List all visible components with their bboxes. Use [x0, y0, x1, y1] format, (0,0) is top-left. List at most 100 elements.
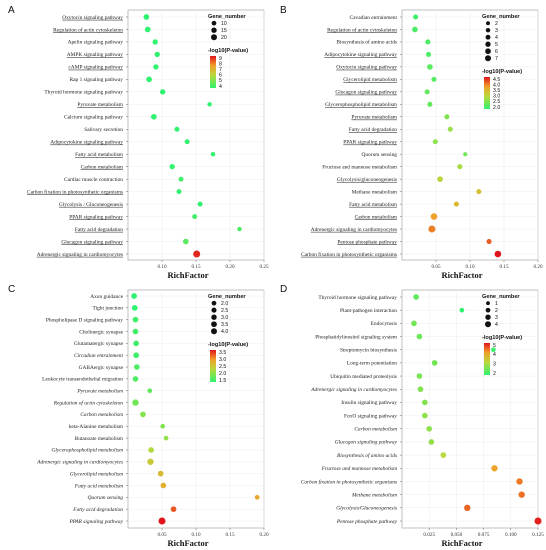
data-point: [491, 465, 498, 472]
legend-size-title: Gene_number: [208, 14, 246, 20]
legend-size-marker: [485, 48, 491, 55]
legend-size-value: 3: [495, 28, 498, 34]
legend-size-marker: [211, 328, 217, 335]
x-tick-label: 0.125: [532, 532, 544, 538]
data-point: [158, 517, 166, 525]
data-point: [160, 482, 167, 489]
legend-size-value: 10: [221, 21, 227, 27]
x-tick-label: 0.15: [499, 264, 508, 270]
data-point: [133, 352, 139, 359]
legend: Gene_number234567-log10(P-value)4.54.03.…: [482, 14, 522, 111]
data-point: [416, 373, 423, 379]
x-tick-label: 0.20: [533, 264, 542, 270]
category-label: GABAergic synapse: [79, 365, 124, 371]
legend-color-tick: 4: [493, 352, 496, 358]
legend-size-marker: [211, 20, 217, 26]
legend-size-marker: [485, 55, 491, 62]
data-point: [518, 491, 525, 498]
panel-a: A 0.10 0.15 0.20 0.25 RichFactor Oxytocin sign…: [8, 5, 269, 280]
data-point: [476, 189, 482, 195]
legend-color-tick: 7: [219, 67, 222, 73]
data-point: [160, 423, 166, 429]
data-point: [440, 452, 447, 458]
category-label: PPAR signaling pathway: [68, 519, 123, 525]
category-label: Tight junction: [92, 306, 123, 312]
data-point: [143, 14, 150, 20]
category-label: Circadian entrainment: [74, 353, 124, 359]
data-point: [463, 152, 468, 157]
legend-size-title: Gene_number: [482, 14, 520, 20]
category-label: Fatty acid metabolism: [75, 152, 124, 158]
legend-color-tick: 1.5: [219, 378, 226, 384]
legend-size-marker: [485, 321, 491, 328]
data-point: [424, 89, 430, 95]
legend-size-value: 1: [495, 301, 498, 307]
legend-color-tick: 2.0: [219, 371, 226, 377]
category-label: Fatty acid degradation: [72, 507, 123, 513]
legend-color-bar: [484, 343, 490, 375]
data-point: [416, 333, 423, 340]
data-point: [151, 113, 157, 120]
category-label: Endocytosis: [371, 321, 397, 327]
panel-c: C 0.05 0.10 0.15 0.20 RichFactor Axon guidance…: [8, 284, 269, 548]
category-label: Adrenergic signaling in cardiomyocytes: [37, 252, 123, 258]
category-label: Rap 1 signaling pathway: [70, 77, 124, 83]
data-point: [174, 126, 180, 132]
data-point: [447, 126, 453, 132]
legend-color-title: -log10(P-value): [208, 48, 248, 54]
data-point: [491, 347, 496, 353]
x-axis-title: RichFactor: [167, 538, 208, 548]
legend-size-marker: [486, 21, 490, 26]
legend-size-marker: [485, 34, 491, 40]
data-point: [431, 360, 438, 366]
data-point: [427, 64, 433, 70]
legend-color-tick: 4.5: [493, 77, 500, 83]
category-label: Phospholipase D signaling pathway: [46, 317, 123, 323]
category-label: Quorum sensing: [88, 495, 124, 501]
category-label: Fatty acid metabolism: [349, 202, 398, 208]
data-point: [422, 399, 428, 406]
category-label: Glycerophospholipid metabolism: [51, 448, 123, 454]
x-tick-label: 0.15: [191, 264, 200, 270]
legend-color-tick: 4.0: [493, 82, 500, 88]
plot-area: 0.10 0.15 0.20 0.25: [127, 9, 269, 270]
plot-area: 0.05 0.10 0.15 0.20: [127, 289, 269, 538]
legend-color-tick: 3: [493, 361, 496, 367]
legend-size-value: 4.0: [221, 329, 228, 335]
data-point: [210, 151, 216, 157]
x-tick-label: 0.10: [157, 264, 166, 270]
legend-size-marker: [485, 314, 491, 320]
panel-letter: A: [8, 5, 15, 16]
data-point: [494, 250, 502, 258]
data-point: [132, 399, 139, 406]
category-label: Axon guidance: [90, 294, 123, 300]
category-label: Adrenergic signaling in cardiomyocytes: [311, 227, 397, 233]
legend-color-tick: 2: [493, 371, 496, 377]
data-point: [207, 102, 212, 107]
legend-size-value: 15: [221, 28, 227, 34]
data-point: [431, 76, 437, 82]
data-point: [457, 164, 463, 170]
data-point: [444, 114, 450, 120]
panel-letter: D: [280, 284, 287, 295]
data-point: [459, 307, 465, 313]
x-tick-label: 0.10: [191, 532, 200, 538]
category-label: Glutamatergic synapse: [74, 341, 124, 347]
legend-color-tick: 8: [219, 61, 222, 67]
data-point: [184, 139, 190, 145]
legend: Gene_number2.02.53.03.54.0-log10(P-value…: [208, 294, 248, 384]
data-point: [428, 225, 436, 233]
data-point: [153, 64, 159, 70]
legend-size-value: 3.5: [221, 322, 228, 328]
legend-size-marker: [485, 27, 491, 33]
category-label: Carbon metabolism: [354, 427, 397, 433]
category-label: Glycolysis/gluconeogenesis: [337, 177, 397, 183]
x-axis-title: RichFactor: [441, 270, 482, 280]
data-point: [133, 340, 139, 347]
category-label: Thyroid hormone signaling pathway: [318, 295, 397, 301]
legend-color-title: -log10(P-value): [208, 342, 248, 348]
legend-color-tick: 3.5: [219, 350, 226, 356]
legend-color-tick: 2.5: [219, 364, 226, 370]
data-point: [427, 101, 433, 107]
